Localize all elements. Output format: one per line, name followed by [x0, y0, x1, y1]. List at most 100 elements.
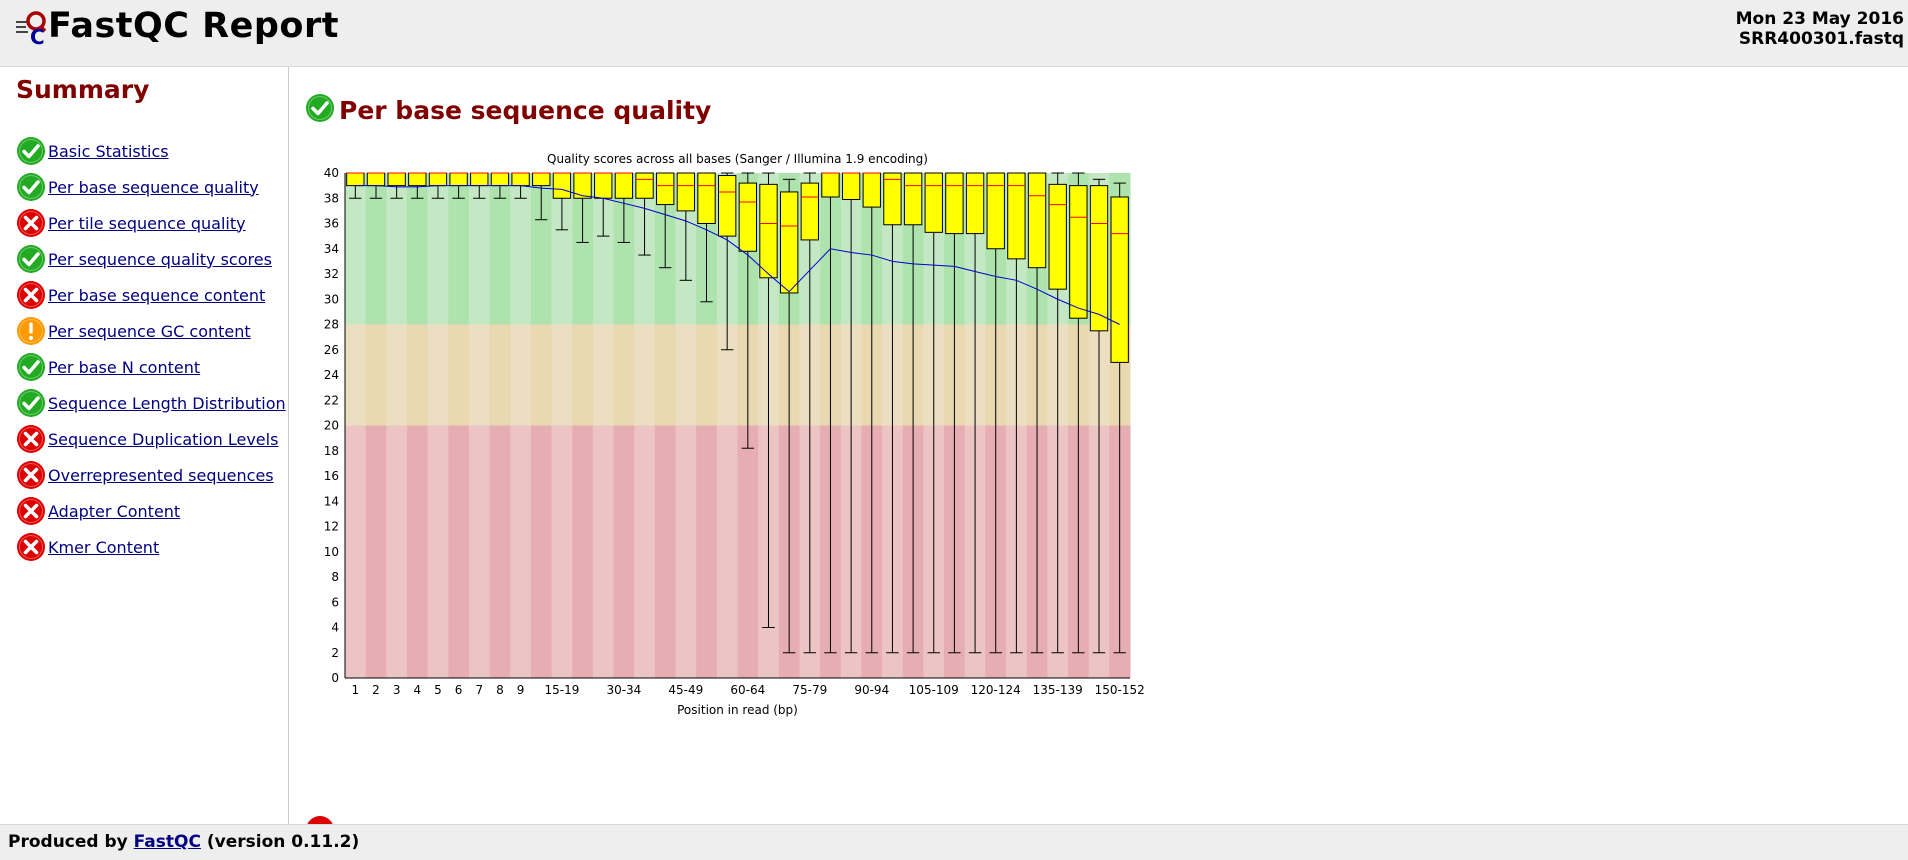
zone-good-band	[572, 173, 594, 325]
summary-link[interactable]: Sequence Duplication Levels	[48, 429, 279, 449]
fastqc-link[interactable]: FastQC	[133, 832, 201, 852]
summary-item[interactable]: Per sequence GC content	[16, 313, 286, 349]
x-tick-label: 120-124	[971, 683, 1021, 697]
report-meta: Mon 23 May 2016 SRR400301.fastq	[1736, 9, 1904, 49]
summary-link[interactable]: Kmer Content	[48, 537, 160, 557]
x-tick-label: 75-79	[792, 683, 827, 697]
zone-poor-band	[468, 425, 491, 678]
zone-acceptable-band	[468, 324, 491, 426]
zone-good-band	[592, 173, 615, 325]
quality-box	[366, 172, 386, 187]
summary-link[interactable]: Overrepresented sequences	[48, 465, 274, 485]
zone-poor-band	[592, 425, 615, 678]
y-tick-label: 12	[324, 520, 339, 534]
footer-prefix: Produced by	[8, 832, 128, 852]
quality-box	[428, 172, 448, 187]
quality-box	[759, 183, 778, 279]
quality-box	[346, 172, 365, 187]
pass-icon	[305, 93, 339, 127]
summary-link[interactable]: Basic Statistics	[48, 141, 169, 161]
quality-box	[986, 172, 1005, 250]
zone-poor-band	[406, 425, 429, 678]
y-tick-label: 26	[324, 343, 339, 357]
x-tick-label: 8	[496, 683, 504, 697]
warn-icon	[17, 317, 45, 345]
zone-acceptable-band	[551, 324, 573, 426]
zone-good-band	[365, 173, 387, 325]
zone-acceptable-band	[386, 324, 408, 426]
module-heading: Per base sequence quality	[305, 93, 711, 127]
report-filename: SRR400301.fastq	[1738, 29, 1904, 49]
fail-icon	[17, 533, 45, 561]
quality-box	[841, 172, 861, 201]
summary-item[interactable]: Per sequence quality scores	[16, 241, 286, 277]
y-tick-label: 18	[324, 444, 339, 458]
summary-link[interactable]: Per sequence GC content	[48, 321, 251, 341]
quality-box	[552, 172, 572, 199]
zone-poor-band	[737, 425, 759, 678]
x-tick-label: 45-49	[668, 683, 703, 697]
report-footer: Produced by FastQC (version 0.11.2)	[0, 824, 1908, 860]
zone-acceptable-band	[448, 324, 470, 426]
summary-item[interactable]: Sequence Length Distribution	[16, 385, 286, 421]
zone-good-band	[489, 173, 511, 325]
y-tick-label: 0	[331, 671, 339, 685]
quality-box	[1027, 172, 1047, 269]
summary-item[interactable]: Per base N content	[16, 349, 286, 385]
summary-link[interactable]: Per base sequence quality	[48, 177, 259, 197]
quality-box	[779, 191, 799, 294]
report-date: Mon 23 May 2016	[1735, 9, 1904, 29]
quality-box	[656, 172, 675, 206]
y-tick-label: 36	[324, 217, 339, 231]
quality-box	[614, 172, 634, 199]
y-tick-label: 2	[331, 646, 339, 660]
summary-item[interactable]: Per base sequence content	[16, 277, 286, 313]
summary-item[interactable]: Adapter Content	[16, 493, 286, 529]
summary-link[interactable]: Per base N content	[48, 357, 201, 377]
quality-boxplot-chart: Quality scores across all bases (Sanger …	[324, 152, 1145, 717]
summary-link[interactable]: Per tile sequence quality	[48, 213, 246, 233]
main-content[interactable]: Per base sequence quality Quality scores…	[289, 67, 1908, 824]
quality-box	[821, 172, 840, 198]
zone-acceptable-band	[613, 324, 635, 426]
y-tick-label: 8	[331, 570, 339, 584]
zone-acceptable-band	[696, 324, 718, 426]
quality-box	[862, 172, 881, 208]
app-title: FastQC Report	[48, 6, 339, 46]
fail-icon	[307, 816, 333, 824]
quality-box	[573, 172, 592, 199]
zone-poor-band	[365, 425, 387, 678]
zone-good-band	[406, 173, 429, 325]
summary-link[interactable]: Adapter Content	[48, 501, 181, 521]
pass-icon	[17, 173, 45, 201]
x-tick-label: 3	[393, 683, 401, 697]
x-tick-label: 90-94	[854, 683, 889, 697]
zone-good-band	[551, 173, 573, 325]
y-tick-label: 4	[331, 621, 339, 635]
y-tick-label: 38	[324, 191, 339, 205]
summary-item[interactable]: Per base sequence quality	[16, 169, 286, 205]
summary-item[interactable]: Overrepresented sequences	[16, 457, 286, 493]
summary-item[interactable]: Kmer Content	[16, 529, 286, 565]
zone-poor-band	[634, 425, 656, 678]
summary-sidebar: Summary Basic Statistics Per base sequenc…	[0, 67, 289, 824]
quality-box	[676, 172, 696, 212]
summary-item[interactable]: Sequence Duplication Levels	[16, 421, 286, 457]
summary-item[interactable]: Basic Statistics	[16, 133, 286, 169]
summary-link[interactable]: Per base sequence content	[48, 285, 266, 305]
y-tick-label: 34	[324, 242, 339, 256]
quality-box	[717, 175, 737, 237]
summary-link[interactable]: Sequence Length Distribution	[48, 393, 286, 413]
zone-poor-band	[613, 425, 635, 678]
y-tick-label: 40	[324, 166, 339, 180]
y-tick-label: 22	[324, 393, 339, 407]
zone-acceptable-band	[406, 324, 429, 426]
zone-poor-band	[654, 425, 677, 678]
quality-box	[697, 172, 716, 224]
zone-good-band	[468, 173, 491, 325]
report-header: C FastQC Report Mon 23 May 2016 SRR40030…	[0, 0, 1908, 67]
quality-box	[903, 172, 923, 226]
summary-link[interactable]: Per sequence quality scores	[48, 249, 272, 269]
quality-box	[924, 172, 943, 233]
summary-item[interactable]: Per tile sequence quality	[16, 205, 286, 241]
